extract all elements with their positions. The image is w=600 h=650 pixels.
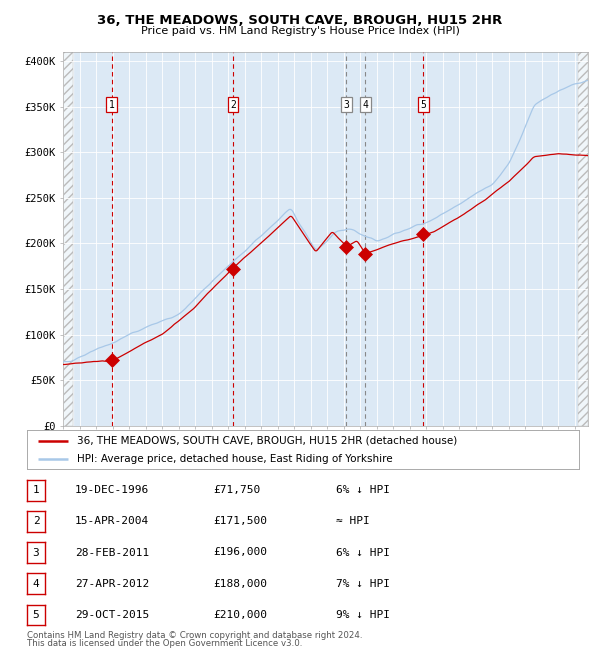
Text: 5: 5 [421, 100, 427, 110]
Text: 29-OCT-2015: 29-OCT-2015 [75, 610, 149, 620]
Text: 7% ↓ HPI: 7% ↓ HPI [336, 578, 390, 589]
Text: 36, THE MEADOWS, SOUTH CAVE, BROUGH, HU15 2HR: 36, THE MEADOWS, SOUTH CAVE, BROUGH, HU1… [97, 14, 503, 27]
Text: Contains HM Land Registry data © Crown copyright and database right 2024.: Contains HM Land Registry data © Crown c… [27, 630, 362, 640]
Text: 4: 4 [32, 578, 40, 589]
Text: £188,000: £188,000 [213, 578, 267, 589]
Text: 6% ↓ HPI: 6% ↓ HPI [336, 485, 390, 495]
Text: 2: 2 [32, 516, 40, 526]
Text: 3: 3 [32, 547, 40, 558]
Text: This data is licensed under the Open Government Licence v3.0.: This data is licensed under the Open Gov… [27, 639, 302, 648]
Text: 9% ↓ HPI: 9% ↓ HPI [336, 610, 390, 620]
Text: 4: 4 [362, 100, 368, 110]
Text: HPI: Average price, detached house, East Riding of Yorkshire: HPI: Average price, detached house, East… [77, 454, 392, 463]
Text: £210,000: £210,000 [213, 610, 267, 620]
Text: 36, THE MEADOWS, SOUTH CAVE, BROUGH, HU15 2HR (detached house): 36, THE MEADOWS, SOUTH CAVE, BROUGH, HU1… [77, 436, 457, 446]
Text: £171,500: £171,500 [213, 516, 267, 526]
Text: 27-APR-2012: 27-APR-2012 [75, 578, 149, 589]
Text: Price paid vs. HM Land Registry's House Price Index (HPI): Price paid vs. HM Land Registry's House … [140, 26, 460, 36]
Text: 19-DEC-1996: 19-DEC-1996 [75, 485, 149, 495]
Text: £196,000: £196,000 [213, 547, 267, 558]
Text: ≈ HPI: ≈ HPI [336, 516, 370, 526]
Text: 1: 1 [109, 100, 115, 110]
Text: £71,750: £71,750 [213, 485, 260, 495]
Text: 6% ↓ HPI: 6% ↓ HPI [336, 547, 390, 558]
Text: 1: 1 [32, 485, 40, 495]
Text: 28-FEB-2011: 28-FEB-2011 [75, 547, 149, 558]
Text: 3: 3 [343, 100, 349, 110]
Text: 15-APR-2004: 15-APR-2004 [75, 516, 149, 526]
Text: 5: 5 [32, 610, 40, 620]
Text: 2: 2 [230, 100, 236, 110]
